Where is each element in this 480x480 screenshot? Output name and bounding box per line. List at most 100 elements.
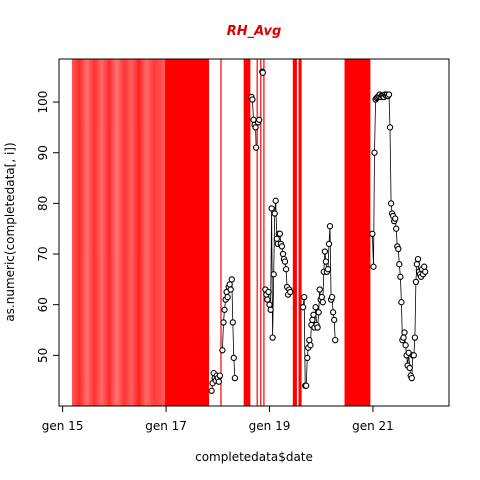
data-point bbox=[224, 293, 231, 301]
data-point bbox=[278, 243, 286, 250]
data-point bbox=[329, 309, 337, 316]
data-point bbox=[413, 261, 421, 268]
x-tick-label: gen 17 bbox=[145, 419, 187, 433]
data-point bbox=[314, 324, 321, 331]
y-axis: 50 60 70 80 90 100 bbox=[36, 91, 60, 363]
data-point bbox=[287, 288, 294, 296]
data-point bbox=[406, 364, 413, 372]
data-point bbox=[318, 293, 325, 301]
data-point bbox=[281, 258, 289, 265]
x-tick-label: gen 15 bbox=[42, 419, 84, 433]
data-point bbox=[273, 235, 280, 242]
data-point bbox=[266, 301, 273, 308]
data-point bbox=[325, 240, 333, 248]
data-point bbox=[321, 248, 329, 255]
y-tick-label: 50 bbox=[36, 348, 50, 363]
data-point bbox=[267, 306, 274, 313]
data-point bbox=[276, 230, 284, 237]
data-point bbox=[226, 281, 233, 288]
series-points bbox=[208, 68, 429, 394]
data-point bbox=[385, 91, 393, 98]
data-point bbox=[270, 271, 277, 278]
y-tick-label: 90 bbox=[36, 145, 50, 160]
data-point bbox=[269, 334, 276, 341]
data-point bbox=[412, 278, 420, 286]
data-point bbox=[304, 354, 311, 362]
data-point bbox=[332, 336, 339, 344]
data-point bbox=[309, 316, 316, 324]
data-point bbox=[229, 319, 236, 326]
data-point bbox=[410, 352, 417, 359]
series-line-segment bbox=[302, 226, 336, 387]
data-point bbox=[312, 304, 319, 311]
data-point bbox=[316, 286, 323, 293]
data-point bbox=[397, 273, 404, 280]
missing-band-6 bbox=[263, 59, 265, 406]
data-point bbox=[219, 347, 226, 354]
data-point bbox=[421, 263, 428, 270]
data-point bbox=[387, 200, 395, 207]
chart-title: RH_Avg bbox=[227, 24, 282, 39]
data-point bbox=[252, 144, 260, 151]
data-point bbox=[216, 372, 224, 379]
missing-band-3 bbox=[243, 59, 251, 406]
data-point bbox=[310, 311, 317, 318]
data-point bbox=[271, 210, 278, 217]
data-point bbox=[422, 268, 429, 275]
missing-band-5 bbox=[260, 59, 262, 406]
data-point bbox=[249, 96, 256, 103]
data-point bbox=[256, 116, 263, 123]
data-point bbox=[328, 293, 336, 301]
data-point bbox=[398, 299, 405, 306]
data-point bbox=[331, 316, 338, 324]
data-point bbox=[230, 354, 237, 362]
missing-band-8 bbox=[298, 59, 302, 406]
data-point bbox=[408, 374, 415, 382]
x-axis: gen 15 gen 17 gen 19 gen 21 bbox=[42, 405, 394, 433]
x-axis-label: completedata$date bbox=[195, 450, 313, 464]
data-point bbox=[208, 387, 215, 394]
data-point bbox=[264, 296, 271, 303]
y-tick-label: 60 bbox=[36, 297, 50, 312]
data-point bbox=[411, 334, 419, 341]
data-point bbox=[265, 288, 272, 296]
missing-data-bands bbox=[71, 59, 371, 406]
data-point bbox=[400, 334, 407, 341]
data-point bbox=[386, 124, 394, 131]
missing-band-7 bbox=[292, 59, 297, 406]
data-point bbox=[315, 309, 322, 316]
data-point bbox=[231, 374, 239, 382]
x-tick-label: gen 19 bbox=[249, 419, 291, 433]
missing-band-4 bbox=[256, 59, 258, 406]
data-point bbox=[301, 293, 308, 301]
data-point bbox=[414, 255, 422, 263]
data-point bbox=[392, 215, 399, 222]
data-point bbox=[268, 205, 275, 212]
data-point bbox=[228, 276, 235, 283]
data-point bbox=[220, 319, 227, 326]
data-point bbox=[306, 336, 313, 344]
data-point bbox=[282, 266, 290, 273]
data-point bbox=[227, 286, 234, 293]
data-point bbox=[326, 223, 334, 230]
data-point bbox=[393, 225, 400, 232]
missing-band-2 bbox=[220, 59, 222, 406]
data-point bbox=[221, 306, 228, 313]
y-axis-label: as.numeric(completedata[, i]) bbox=[3, 142, 17, 321]
data-point bbox=[259, 69, 266, 76]
data-point bbox=[319, 299, 326, 306]
data-point bbox=[322, 258, 330, 265]
data-point bbox=[395, 245, 402, 253]
data-point bbox=[272, 197, 279, 204]
y-tick-label: 80 bbox=[36, 196, 50, 211]
data-point bbox=[307, 342, 314, 349]
x-tick-label: gen 21 bbox=[352, 419, 394, 433]
data-point bbox=[396, 261, 403, 268]
data-point bbox=[252, 124, 259, 131]
missing-band-1 bbox=[165, 59, 209, 406]
data-point bbox=[215, 378, 222, 385]
data-point bbox=[371, 149, 378, 156]
data-point bbox=[401, 329, 408, 336]
data-point bbox=[369, 230, 376, 237]
